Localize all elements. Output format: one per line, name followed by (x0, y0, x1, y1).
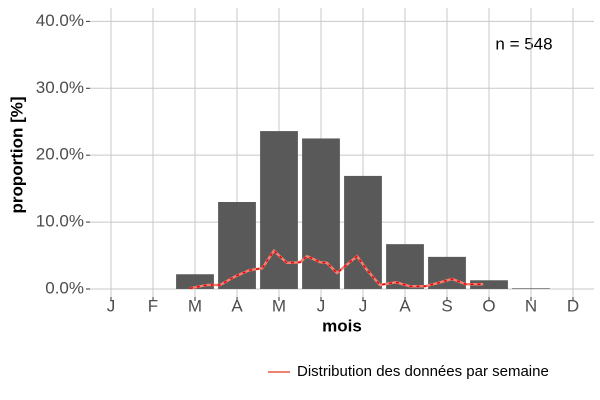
x-tick-label: J (359, 296, 368, 315)
bar (386, 244, 424, 289)
bar (344, 175, 382, 289)
x-tick-label: J (107, 296, 116, 315)
y-tick-label: 30.0% (36, 78, 84, 97)
x-tick-label: A (399, 296, 411, 315)
legend: Distribution des données par semaine (268, 363, 549, 380)
x-tick-label: S (441, 296, 452, 315)
legend-label: Distribution des données par semaine (297, 363, 549, 380)
x-tick-label: J (317, 296, 326, 315)
series-line-dashed (189, 249, 484, 290)
y-axis-title: proportion [%] (7, 96, 26, 213)
y-tick-label: 40.0% (36, 11, 84, 30)
x-tick-label: F (148, 296, 158, 315)
annotation: n = 548 (495, 34, 552, 53)
bar (470, 280, 508, 289)
y-tick-label: 0.0% (45, 278, 84, 297)
bar (512, 288, 550, 289)
y-tick-label: 20.0% (36, 145, 84, 164)
x-tick-label: D (567, 296, 579, 315)
bar (260, 131, 298, 289)
x-tick-label: M (188, 296, 202, 315)
x-tick-label: A (231, 296, 243, 315)
y-tick-label: 10.0% (36, 212, 84, 231)
x-tick-label: N (525, 296, 537, 315)
x-tick-label: M (272, 296, 286, 315)
x-tick-label: O (482, 296, 495, 315)
bar (302, 138, 340, 289)
x-axis-title: mois (322, 316, 362, 335)
